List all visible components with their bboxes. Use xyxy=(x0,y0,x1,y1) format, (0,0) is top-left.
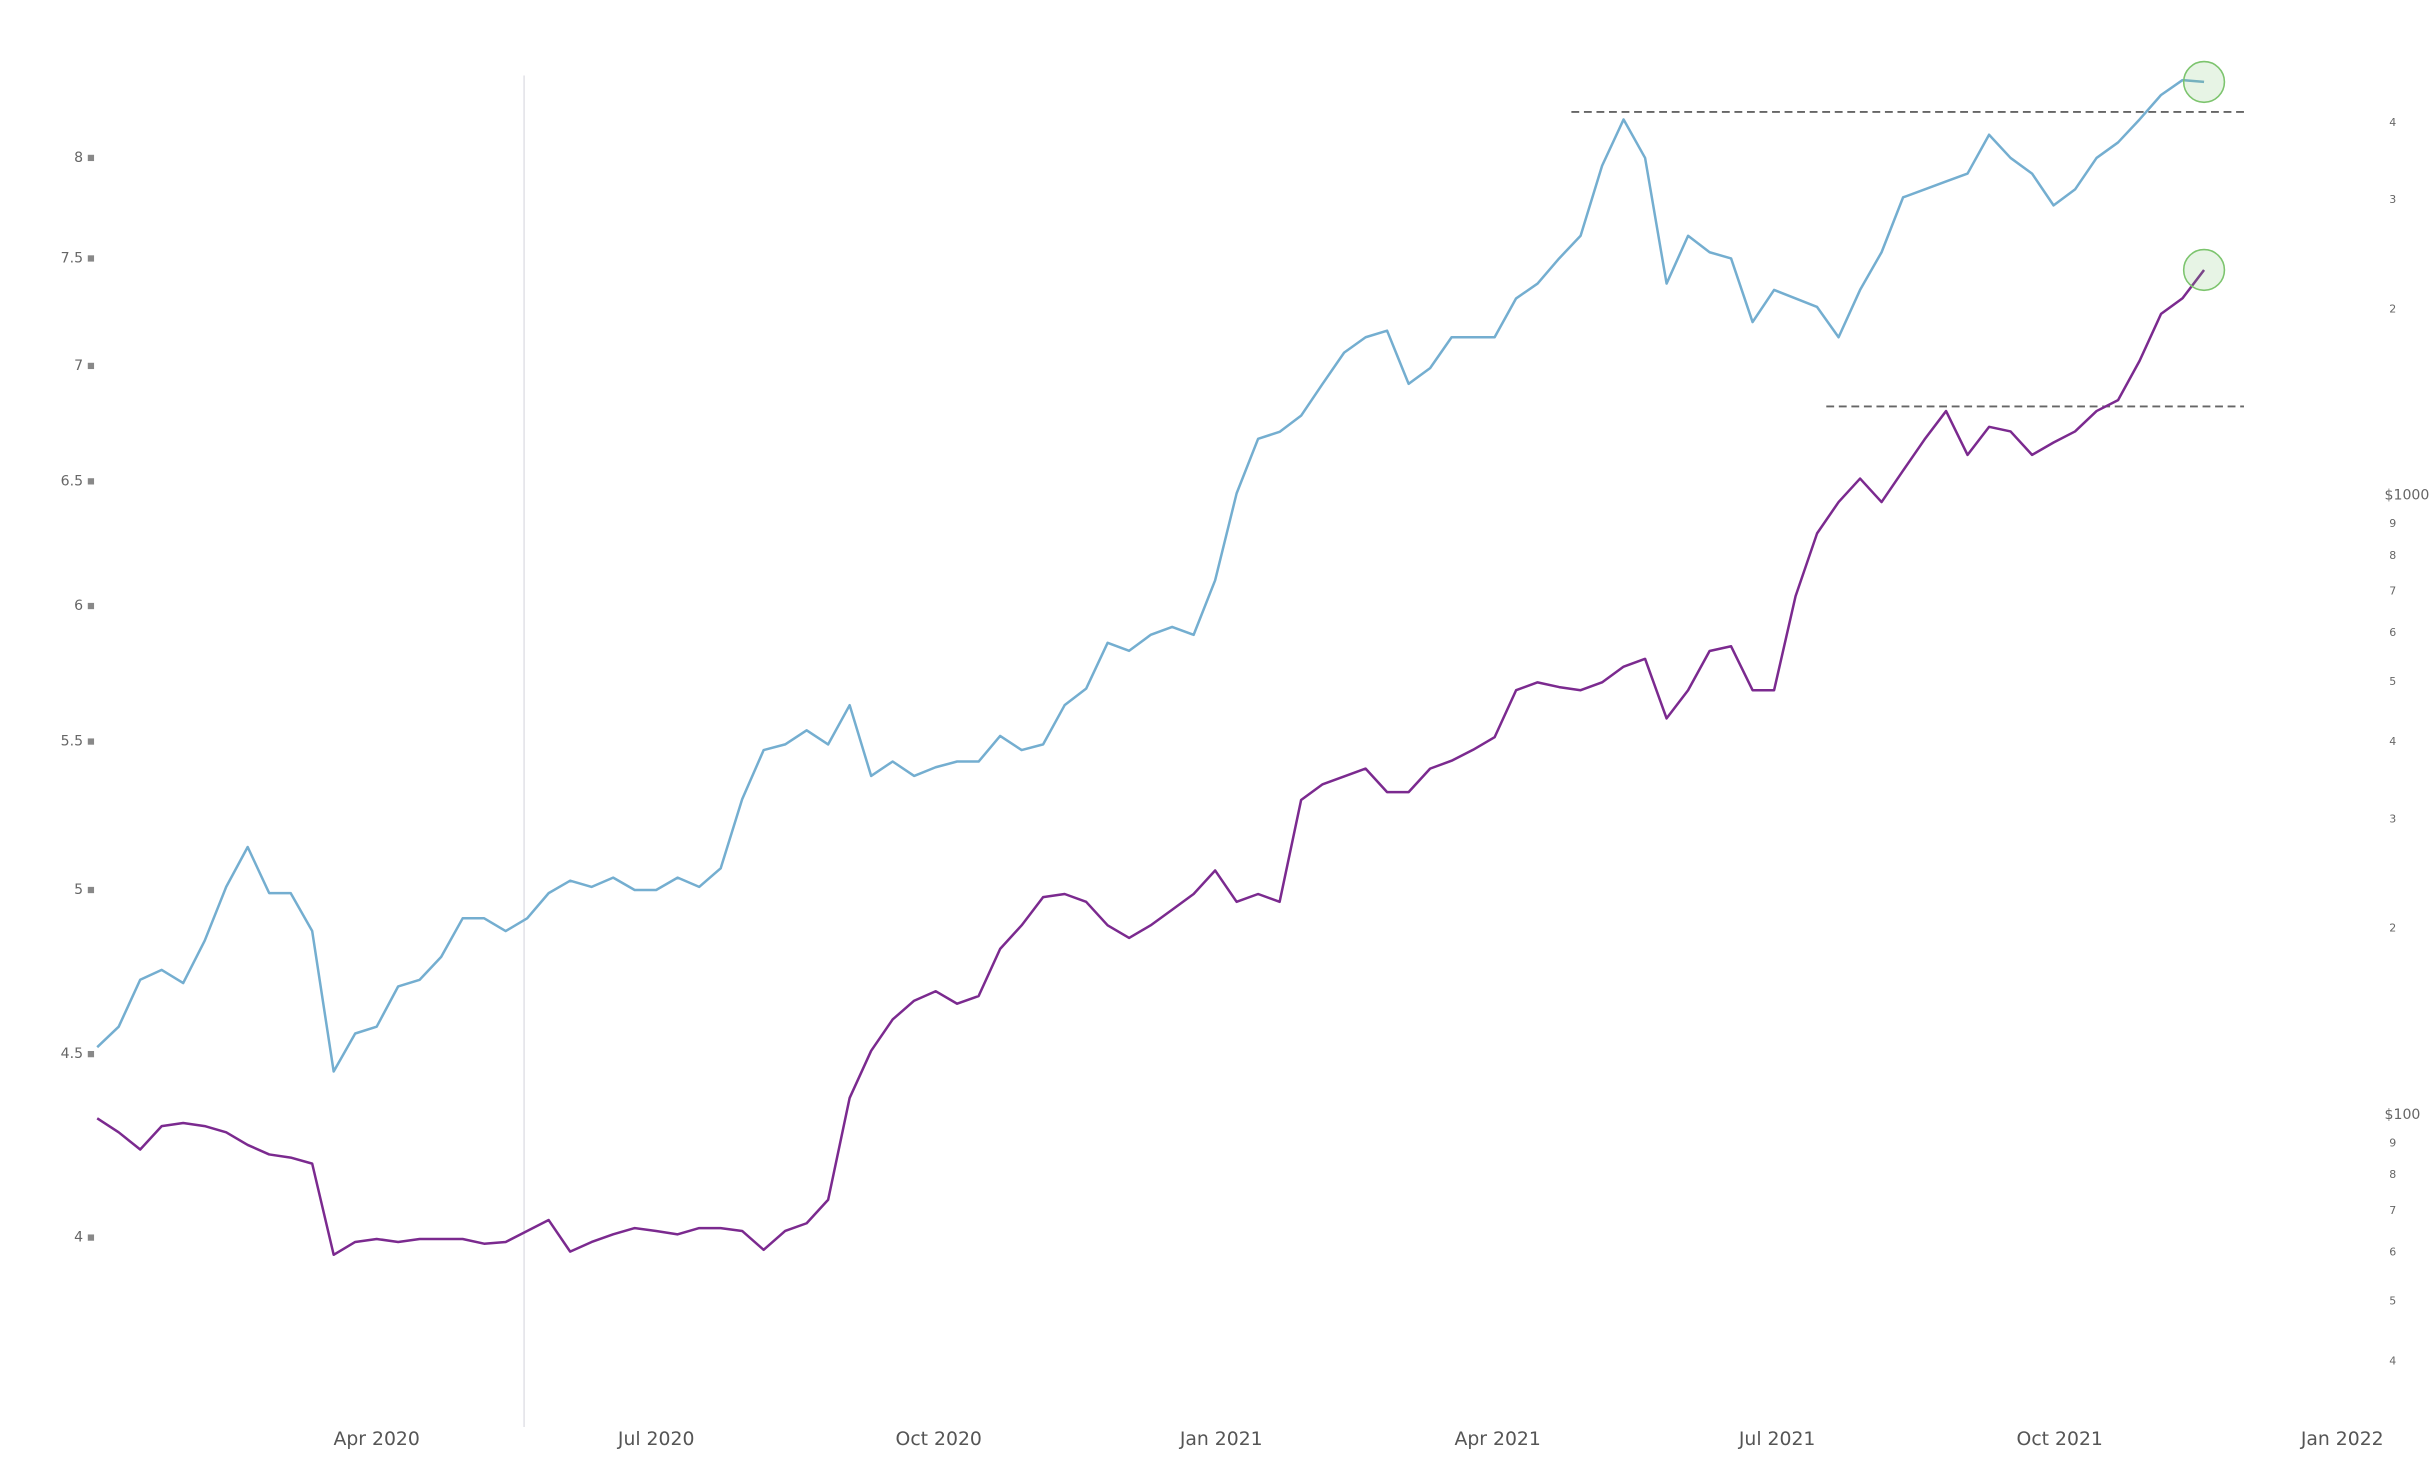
x-tick-label: Apr 2020 xyxy=(334,1429,420,1450)
y-tick-label: 8 xyxy=(74,150,83,166)
y-tick-mark xyxy=(87,1050,95,1058)
y-tick-mark xyxy=(87,602,95,610)
y-tick-label: 4.5 xyxy=(61,1046,83,1062)
y-tick-label: 6.5 xyxy=(61,473,83,489)
y-tick-mark xyxy=(87,886,95,894)
x-tick-label: Jul 2021 xyxy=(1738,1429,1816,1450)
y-tick-mark xyxy=(87,1234,95,1241)
y2-tick-label: 9 xyxy=(2389,517,2396,530)
y2-tick-label: $1000 xyxy=(2385,488,2430,504)
y2-tick-label: 7 xyxy=(2389,585,2396,598)
y-tick-label: 5 xyxy=(74,882,83,898)
series-line xyxy=(96,269,2206,1257)
y2-tick-label: 3 xyxy=(2389,193,2396,206)
y-tick-mark xyxy=(87,478,95,485)
y2-tick-label: 4 xyxy=(2389,1355,2396,1368)
x-tick-label: Oct 2020 xyxy=(896,1429,982,1450)
y-tick-label: 4 xyxy=(74,1230,83,1246)
y-tick-mark xyxy=(87,362,95,370)
y2-tick-label: 7 xyxy=(2389,1204,2396,1217)
y2-tick-label: 6 xyxy=(2389,1246,2396,1259)
x-tick-label: Apr 2021 xyxy=(1455,1429,1541,1450)
y2-tick-label: 4 xyxy=(2389,116,2396,129)
y-tick-mark xyxy=(87,154,95,162)
y2-tick-label: 6 xyxy=(2389,626,2396,639)
y2-tick-label: 3 xyxy=(2389,813,2396,826)
y2-tick-label: 5 xyxy=(2389,675,2396,688)
y2-tick-label: 8 xyxy=(2389,549,2396,562)
x-tick-label: Jan 2021 xyxy=(1179,1429,1263,1450)
y2-tick-label: 9 xyxy=(2389,1136,2396,1149)
y-tick-label: 6 xyxy=(74,598,83,614)
y-tick-label: 7.5 xyxy=(61,250,83,266)
highlight-circle xyxy=(2182,60,2226,104)
y-tick-mark xyxy=(87,738,95,745)
highlight-circle xyxy=(2182,248,2226,292)
y2-tick-label: $100 xyxy=(2385,1107,2421,1123)
y-tick-label: 5.5 xyxy=(61,734,83,750)
y2-tick-label: 4 xyxy=(2389,735,2396,748)
y2-tick-label: 8 xyxy=(2389,1168,2396,1181)
y2-tick-label: 2 xyxy=(2389,302,2396,315)
y-tick-mark xyxy=(87,255,95,262)
x-tick-label: Oct 2021 xyxy=(2017,1429,2103,1450)
y2-tick-label: 5 xyxy=(2389,1295,2396,1308)
y2-tick-label: 2 xyxy=(2389,922,2396,935)
x-tick-label: Jul 2020 xyxy=(617,1429,695,1450)
series-line xyxy=(96,78,2205,1073)
x-tick-label: Jan 2022 xyxy=(2300,1429,2384,1450)
y-tick-label: 7 xyxy=(74,358,83,374)
